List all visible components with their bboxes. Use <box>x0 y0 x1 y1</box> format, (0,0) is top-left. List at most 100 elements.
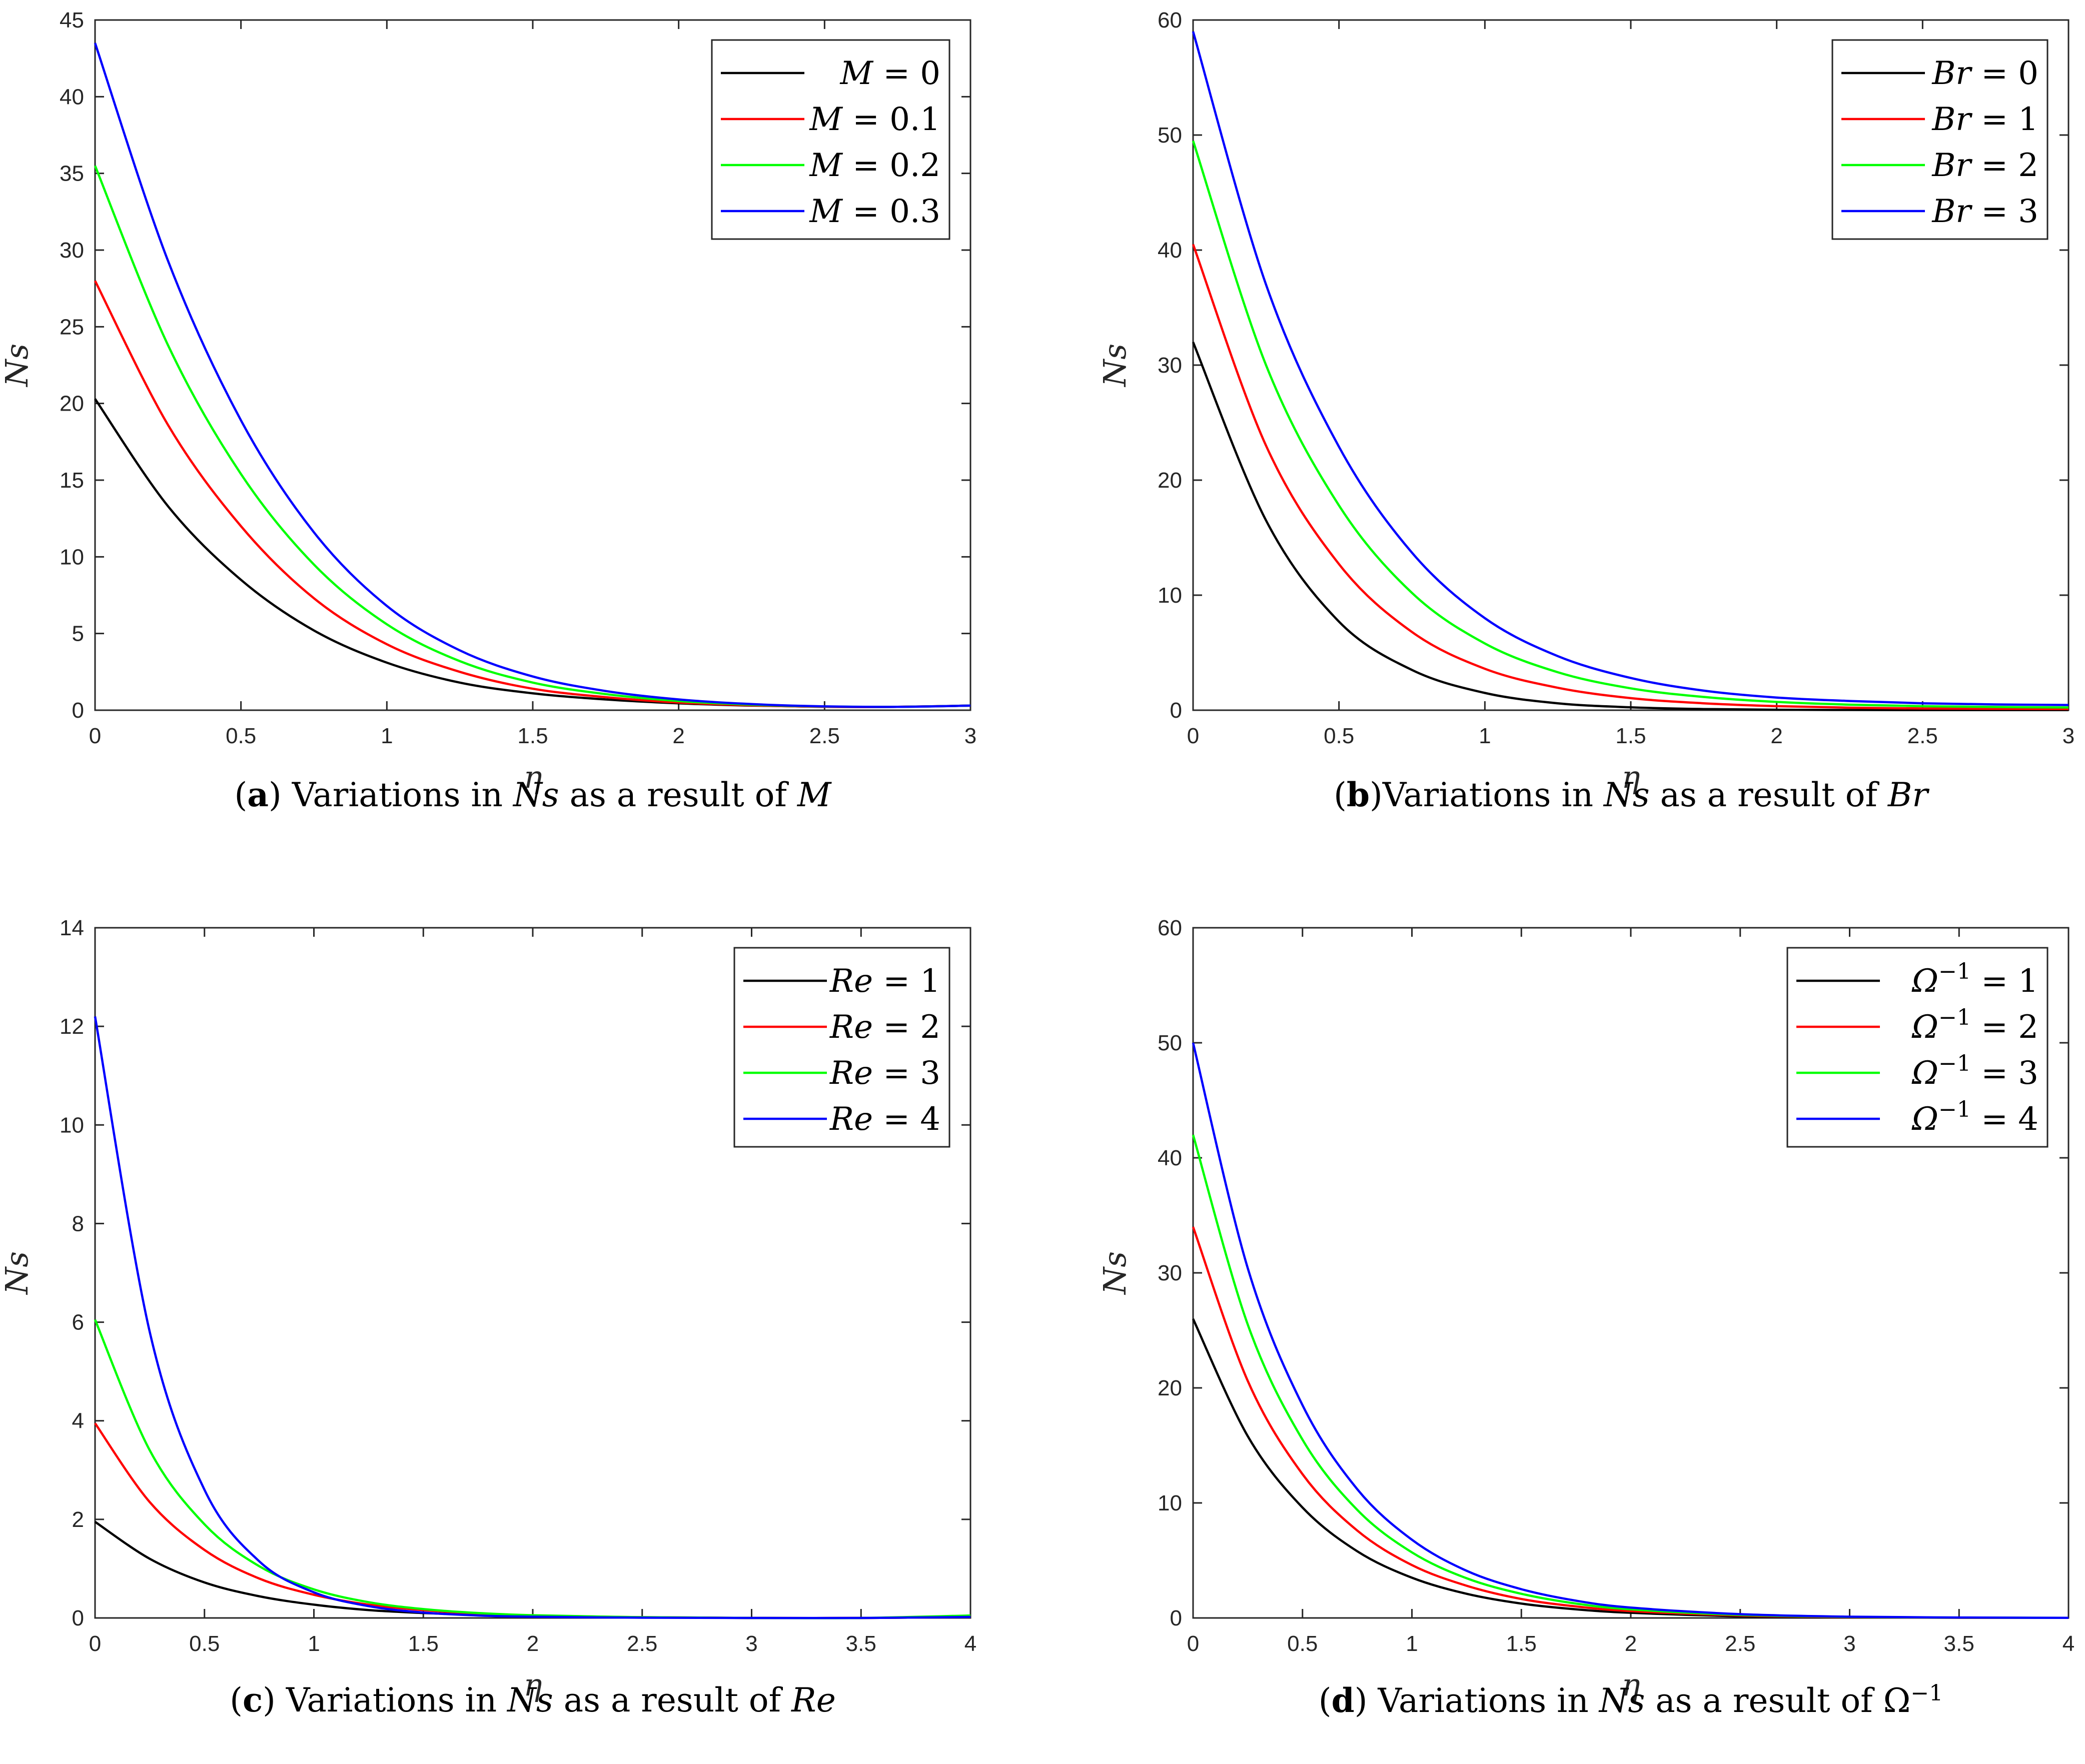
series-line-1 <box>1192 244 2069 710</box>
series-line-0 <box>1192 342 2068 712</box>
series-line-0 <box>94 398 971 708</box>
x-tick-label: 4 <box>964 1631 976 1656</box>
legend-box <box>1786 947 2048 1148</box>
y-tick-label: 60 <box>1158 8 1182 33</box>
x-tick-label: 2 <box>1625 1631 1637 1656</box>
x-tick-label: 3 <box>1843 1631 1855 1656</box>
y-tick-label: 30 <box>60 238 84 263</box>
x-tick-label: 4 <box>2062 1631 2074 1656</box>
series-line-3 <box>94 43 971 708</box>
plot-area <box>94 927 971 1619</box>
y-tick-label: 0 <box>1170 1606 1182 1630</box>
x-tick-label: 2.5 <box>627 1631 657 1656</box>
x-tick-label: 0 <box>89 724 101 748</box>
figure-caption-d: (d) Variations in Ns as a result of Ω−1 <box>1318 1680 1943 1720</box>
y-tick-label: 25 <box>60 315 84 339</box>
legend-entry: M = 0.1 <box>809 101 940 138</box>
legend-entry: M = 0.2 <box>809 147 940 184</box>
x-tick-label: 0.5 <box>226 724 256 748</box>
x-tick-label: 0 <box>1187 724 1199 748</box>
x-tick-label: 3.5 <box>846 1631 876 1656</box>
y-tick-label: 20 <box>1158 468 1182 493</box>
y-tick-label: 30 <box>1158 1261 1182 1285</box>
legend-entry: Re = 2 <box>829 1009 940 1046</box>
legend-box <box>733 947 950 1148</box>
series-line-3 <box>94 1016 971 1619</box>
y-tick-label: 10 <box>60 545 84 569</box>
y-tick-label: 15 <box>60 468 84 493</box>
legend-entry: Re = 1 <box>829 963 940 1000</box>
y-tick-label: 60 <box>1158 916 1182 940</box>
plot-area <box>1192 927 2069 1619</box>
y-tick-label: 10 <box>60 1113 84 1137</box>
x-tick-label: 0 <box>1187 1631 1199 1656</box>
figure-caption-b: (b)Variations in Ns as a result of Br <box>1334 775 1928 814</box>
x-tick-label: 2 <box>527 1631 539 1656</box>
x-tick-label: 1.5 <box>408 1631 439 1656</box>
x-tick-label: 3 <box>745 1631 757 1656</box>
series-line-0 <box>94 1520 971 1619</box>
y-tick-label: 0 <box>72 698 84 723</box>
x-tick-label: 3 <box>964 724 976 748</box>
y-tick-label: 6 <box>72 1310 84 1335</box>
series-line-2 <box>1192 1134 2069 1619</box>
y-tick-label: 30 <box>1158 353 1182 378</box>
series-line-2 <box>1192 140 2069 709</box>
figure-caption-c: (c) Variations in Ns as a result of Re <box>230 1680 836 1719</box>
y-tick-label: 10 <box>1158 1491 1182 1515</box>
x-tick-label: 1.5 <box>517 724 548 748</box>
legend-box <box>1831 39 2048 240</box>
x-tick-label: 2 <box>672 724 684 748</box>
legend-entry: Br = 2 <box>1931 147 2038 184</box>
y-tick-label: 14 <box>60 916 84 940</box>
y-tick-label: 35 <box>60 162 84 186</box>
series-line-1 <box>94 280 971 708</box>
x-tick-label: 1 <box>381 724 393 748</box>
legend-entry: Ω−1 = 2 <box>1911 1005 2038 1046</box>
x-tick-label: 2.5 <box>1725 1631 1755 1656</box>
series-line-2 <box>94 1319 971 1619</box>
series-line-3 <box>1192 31 2069 706</box>
y-tick-label: 45 <box>60 8 84 33</box>
legend-entry: M = 0 <box>839 55 940 92</box>
y-tick-label: 50 <box>1158 1031 1182 1055</box>
y-axis-label: Ns <box>0 344 35 388</box>
y-tick-label: 40 <box>1158 1146 1182 1170</box>
series-line-3 <box>1192 1042 2069 1619</box>
y-tick-label: 5 <box>72 622 84 646</box>
y-tick-label: 12 <box>60 1014 84 1039</box>
y-axis-label: Ns <box>1097 344 1133 388</box>
y-axis-label: Ns <box>0 1251 35 1295</box>
legend-box <box>711 39 950 240</box>
y-tick-label: 4 <box>72 1409 84 1433</box>
y-tick-label: 8 <box>72 1211 84 1236</box>
x-tick-label: 0.5 <box>1287 1631 1318 1656</box>
legend-entry: Br = 3 <box>1931 193 2038 230</box>
series-line-0 <box>1192 1318 2069 1619</box>
x-tick-label: 3 <box>2062 724 2074 748</box>
y-tick-label: 0 <box>72 1606 84 1630</box>
x-tick-label: 1 <box>308 1631 320 1656</box>
x-tick-label: 1.5 <box>1506 1631 1537 1656</box>
plot-area <box>94 19 971 711</box>
x-tick-label: 0.5 <box>189 1631 220 1656</box>
series-line-1 <box>94 1422 971 1619</box>
y-tick-label: 40 <box>60 85 84 109</box>
y-tick-label: 50 <box>1158 123 1182 148</box>
x-tick-label: 1.5 <box>1615 724 1646 748</box>
y-tick-label: 20 <box>1158 1376 1182 1400</box>
x-tick-label: 0 <box>89 1631 101 1656</box>
legend-entry: M = 0.3 <box>809 193 940 230</box>
legend-entry: Br = 0 <box>1931 55 2038 92</box>
plot-area <box>1192 19 2069 711</box>
x-tick-label: 1 <box>1479 724 1491 748</box>
figure-caption-a: (a) Variations in Ns as a result of M <box>234 775 831 814</box>
x-tick-label: 2.5 <box>809 724 840 748</box>
x-tick-label: 3.5 <box>1944 1631 1974 1656</box>
legend-entry: Ω−1 = 4 <box>1911 1097 2038 1138</box>
